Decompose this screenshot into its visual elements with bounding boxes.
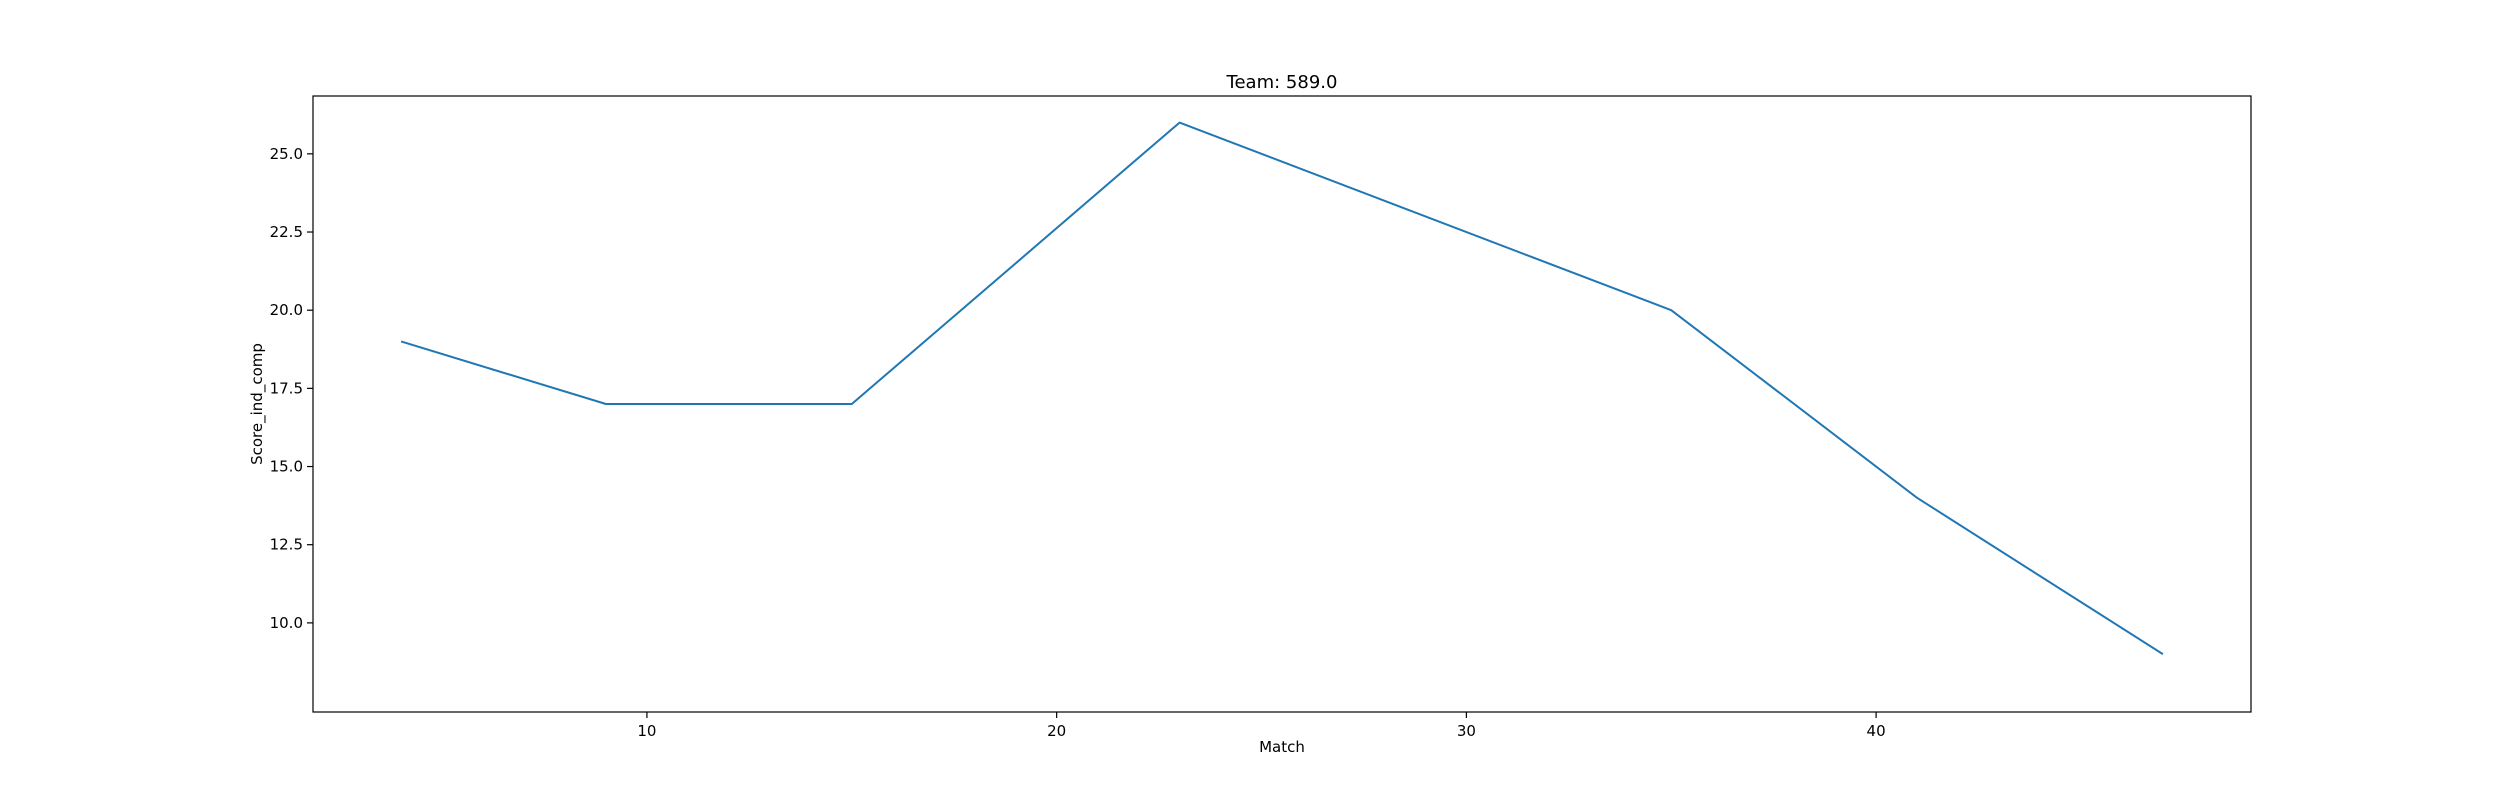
x-tick-label: 40 [1867, 722, 1886, 740]
x-tick-label: 20 [1047, 722, 1066, 740]
x-axis: 10 20 30 40 [637, 712, 1886, 740]
y-tick-label: 20.0 [270, 301, 303, 319]
plot-area-frame [312, 95, 2252, 713]
x-axis-label: Match [1259, 738, 1305, 756]
x-tick-label: 30 [1457, 722, 1476, 740]
y-axis: 10.0 12.5 15.0 17.5 20.0 22.5 25.0 [270, 145, 313, 632]
series-line-0 [400, 121, 2164, 655]
y-axis-label: Score_ind_comp [248, 343, 267, 465]
y-tick-label: 10.0 [270, 614, 303, 632]
series-layer [400, 121, 2164, 655]
y-tick-label: 22.5 [270, 223, 303, 241]
x-tick-label: 10 [637, 722, 656, 740]
y-tick-label: 17.5 [270, 379, 303, 397]
y-tick-label: 25.0 [270, 145, 303, 163]
y-tick-label: 12.5 [270, 536, 303, 554]
y-tick-label: 15.0 [270, 458, 303, 476]
chart-title: Team: 589.0 [1226, 72, 1338, 93]
